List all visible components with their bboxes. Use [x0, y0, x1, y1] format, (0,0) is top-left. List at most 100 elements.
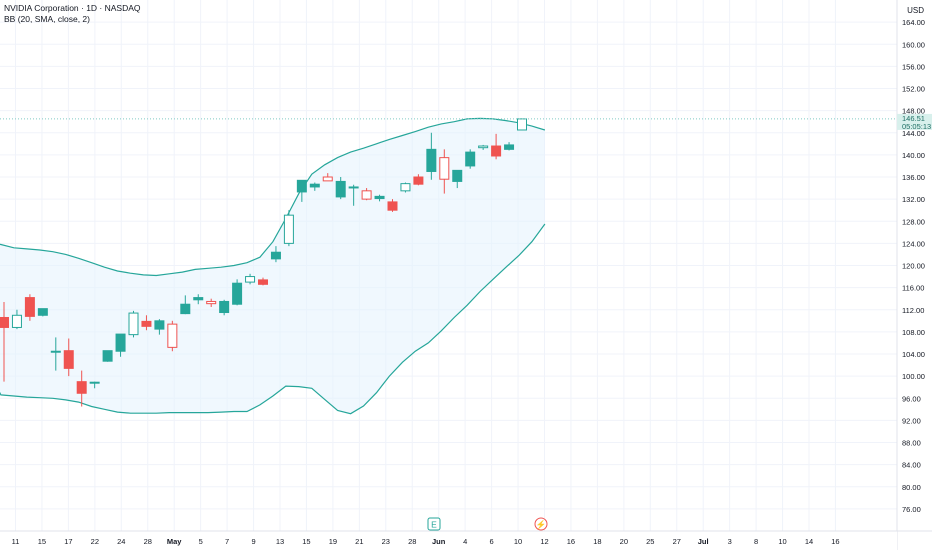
candle-body	[128, 312, 139, 336]
x-tick-label: 27	[673, 537, 681, 546]
candle	[335, 177, 346, 200]
x-tick-label: 22	[91, 537, 99, 546]
candle	[296, 179, 307, 202]
indicator-title[interactable]: BB (20, SMA, close, 2)	[4, 14, 90, 24]
x-tick-label: 4	[463, 537, 467, 546]
y-tick-label: 136.00	[902, 173, 925, 182]
x-tick-label: 15	[38, 537, 46, 546]
candle-body	[232, 282, 243, 305]
candle-body	[245, 276, 256, 283]
y-tick-label: 152.00	[902, 85, 925, 94]
candle	[63, 338, 74, 377]
x-tick-label: 14	[805, 537, 813, 546]
candle	[206, 298, 217, 307]
current-price-label: 146.51	[902, 114, 925, 123]
candle-body	[413, 176, 424, 185]
x-tick-label: 13	[276, 537, 284, 546]
candle	[76, 370, 87, 407]
candle	[309, 182, 320, 191]
y-tick-label: 96.00	[902, 394, 921, 403]
y-tick-label: 144.00	[902, 129, 925, 138]
candle-body	[309, 183, 320, 188]
candles	[0, 118, 527, 407]
candle-body	[283, 214, 294, 244]
y-tick-label: 132.00	[902, 195, 925, 204]
x-tick-label: 11	[12, 537, 20, 546]
y-tick-label: 76.00	[902, 505, 921, 514]
time-axis-bg	[0, 531, 897, 550]
candle	[374, 194, 385, 202]
x-tick-label: 17	[64, 537, 72, 546]
x-tick-label: 8	[754, 537, 758, 546]
candle-body	[387, 201, 398, 211]
candle	[270, 246, 281, 263]
candle	[24, 294, 35, 321]
candle	[219, 299, 230, 316]
currency-label[interactable]: USD	[907, 6, 924, 15]
y-tick-label: 112.00	[902, 306, 924, 315]
candle	[283, 210, 294, 247]
band-fill	[0, 118, 545, 414]
x-tick-label: 28	[408, 537, 416, 546]
event-markers[interactable]: E ⚡	[427, 517, 548, 531]
x-tick-label: 16	[831, 537, 839, 546]
candle-body	[206, 300, 217, 305]
y-tick-label: 148.00	[902, 107, 925, 116]
x-tick-label: Jun	[432, 537, 446, 546]
x-tick-label: 24	[117, 537, 125, 546]
candle-body	[491, 145, 502, 157]
candle-body	[167, 323, 178, 348]
candle-body	[296, 179, 307, 193]
y-tick-label: 140.00	[902, 151, 925, 160]
price-axis-bg	[897, 0, 932, 550]
candle	[387, 199, 398, 212]
candle-body	[63, 350, 74, 369]
y-tick-label: 108.00	[902, 328, 925, 337]
candle-body	[37, 308, 48, 316]
split-icon[interactable]: ⚡	[534, 517, 548, 531]
candle	[37, 308, 48, 317]
candle	[465, 149, 476, 169]
y-tick-label: 100.00	[902, 372, 925, 381]
candle	[141, 315, 152, 331]
x-tick-label: 7	[225, 537, 229, 546]
candle	[115, 333, 126, 357]
y-tick-label: 84.00	[902, 461, 921, 470]
candle	[180, 295, 191, 315]
x-tick-label: 18	[593, 537, 601, 546]
candle-body	[348, 186, 359, 189]
candle	[193, 294, 204, 305]
candle-body	[335, 180, 346, 198]
x-tick-label: 16	[567, 537, 575, 546]
candle	[11, 309, 22, 330]
y-tick-label: 156.00	[902, 62, 925, 71]
y-tick-label: 120.00	[902, 262, 925, 271]
candle-body	[439, 157, 450, 180]
x-tick-label: 28	[144, 537, 152, 546]
candle-body	[154, 320, 165, 330]
candle	[439, 149, 450, 194]
candle-body	[400, 183, 411, 192]
y-tick-label: 116.00	[902, 284, 924, 293]
event-label: E	[431, 520, 437, 530]
chart-legend: NVIDIA Corporation · 1D · NASDAQ BB (20,…	[4, 3, 141, 25]
event-label: ⚡	[536, 520, 547, 531]
candle	[167, 320, 178, 352]
candle-body	[50, 350, 61, 353]
x-tick-label: 9	[251, 537, 255, 546]
candle-body	[24, 297, 35, 317]
x-tick-label: 3	[728, 537, 732, 546]
candle-body	[219, 300, 230, 314]
candle	[504, 142, 515, 151]
x-tick-label: Jul	[698, 537, 709, 546]
upper-band-line	[0, 117, 546, 277]
candle	[232, 279, 243, 306]
x-tick-label: 21	[355, 537, 363, 546]
y-tick-label: 128.00	[902, 217, 925, 226]
countdown-label: 05:05:13	[902, 122, 931, 131]
earnings-icon[interactable]: E	[427, 517, 441, 531]
symbol-title[interactable]: NVIDIA Corporation · 1D · NASDAQ	[4, 3, 141, 13]
